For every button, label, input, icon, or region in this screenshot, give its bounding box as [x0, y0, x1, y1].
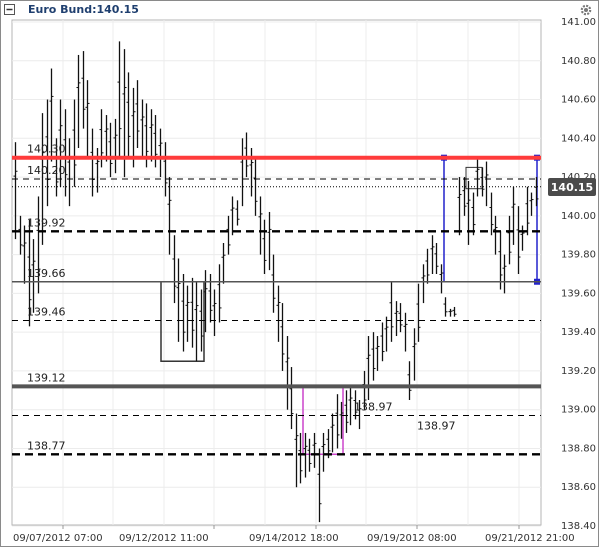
y-tick-label: 140.40: [561, 133, 596, 144]
y-tick-label: 139.40: [561, 327, 596, 338]
level-label: 139.12: [27, 371, 66, 384]
gear-icon[interactable]: [579, 3, 593, 17]
last-price-badge: [548, 178, 596, 196]
title-bar: Euro Bund:140.15: [1, 1, 598, 19]
x-tick-label: 09/14/2012 18:00: [249, 533, 339, 544]
y-tick-label: 140.00: [561, 211, 596, 222]
plot-frame: [11, 19, 542, 526]
level-label: 138.77: [27, 439, 66, 452]
y-tick-label: 140.80: [561, 56, 596, 67]
y-tick-label: 141.00: [561, 17, 596, 28]
level-label: 139.46: [27, 306, 66, 319]
level-label: 138.97: [417, 420, 456, 433]
y-tick-label: 140.60: [561, 95, 596, 106]
level-label: 140.30: [27, 143, 66, 156]
minus-square-icon[interactable]: [4, 4, 15, 15]
level-label: 140.20: [27, 164, 66, 177]
y-tick-label: 139.80: [561, 250, 596, 261]
y-tick-label: 138.80: [561, 443, 596, 454]
rectangle-blue: [443, 156, 538, 283]
y-tick-label: 138.40: [561, 521, 596, 532]
y-tick-label: 139.20: [561, 366, 596, 377]
y-tick-label: 140.20: [561, 172, 596, 183]
x-tick-label: 09/07/2012 07:00: [13, 533, 103, 544]
level-label: 139.66: [27, 267, 66, 280]
y-tick-label: 139.60: [561, 288, 596, 299]
chart-title: Euro Bund:140.15: [28, 3, 139, 16]
level-label: 138.97: [354, 401, 393, 414]
last-price-badge-label: 140.15: [551, 181, 593, 194]
y-tick-label: 138.60: [561, 482, 596, 493]
x-tick-label: 09/12/2012 11:00: [119, 533, 209, 544]
y-tick-label: 139.00: [561, 405, 596, 416]
x-tick-label: 09/21/2012 21:00: [485, 533, 575, 544]
x-tick-label: 09/19/2012 08:00: [367, 533, 457, 544]
level-label: 139.92: [27, 216, 66, 229]
